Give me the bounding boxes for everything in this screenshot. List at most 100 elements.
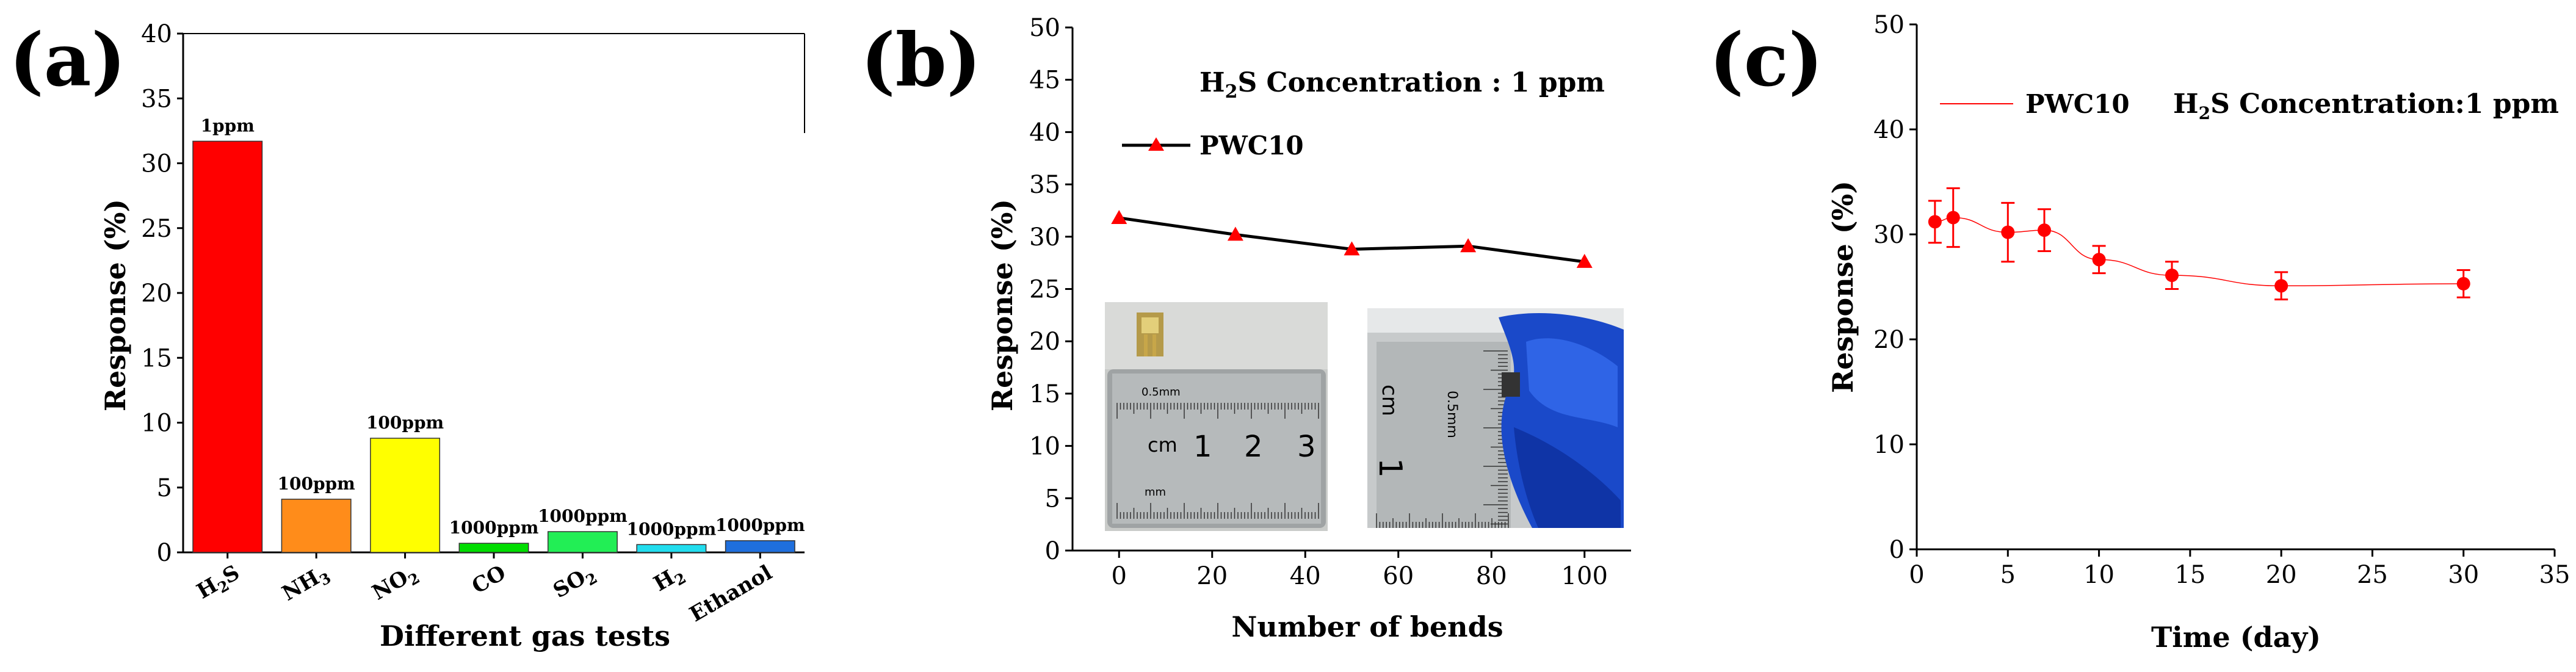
data-point bbox=[2165, 269, 2179, 283]
y-tick-label: 50 bbox=[1029, 14, 1060, 42]
x-tick-label: NH3 bbox=[278, 560, 334, 609]
flat-sensor-photo: 0.5mm mm cm 1 2 3 bbox=[1105, 302, 1328, 531]
data-point bbox=[2001, 225, 2015, 239]
y-tick-label: 30 bbox=[141, 150, 172, 178]
data-point bbox=[1576, 253, 1593, 268]
panel-b-annotation: H2S Concentration : 1 ppm bbox=[1199, 67, 1605, 103]
y-tick-label: 0 bbox=[1889, 536, 1905, 564]
bar bbox=[725, 540, 795, 553]
x-tick-label: H2 bbox=[649, 560, 689, 599]
x-tick-label: SO2 bbox=[549, 560, 601, 605]
bar bbox=[370, 438, 441, 553]
ruler-small-label: 0.5mm bbox=[1444, 391, 1460, 438]
series-line bbox=[1934, 217, 2464, 287]
data-point bbox=[1227, 226, 1243, 241]
panel-b-legend: PWC10 bbox=[1122, 131, 1304, 161]
bar-label: 100ppm bbox=[366, 413, 444, 433]
data-point bbox=[1344, 241, 1360, 256]
panel-a-label: (a) bbox=[9, 17, 126, 103]
panel-a-x-axis-title: Different gas tests bbox=[380, 620, 670, 652]
data-point bbox=[1111, 209, 1127, 224]
x-tick-label: 0 bbox=[1909, 561, 1924, 589]
y-tick-label: 20 bbox=[141, 280, 172, 308]
panel-c: (c) 0 10 20 30 40 50 0 5 10 15 20 25 30 35 PWC10 H2S … bbox=[1709, 11, 2570, 654]
panel-a-y-axis-title: Response (%) bbox=[99, 199, 132, 411]
y-tick-label: 35 bbox=[141, 85, 172, 113]
panel-a: (a) 0 5 10 15 20 25 30 35 40 H2S NH3 NO2 CO SO2 H2Etha… bbox=[9, 17, 805, 652]
x-tick-label: NO2 bbox=[368, 560, 423, 608]
y-tick-label: 10 bbox=[1873, 431, 1905, 459]
bar-label: 1000ppm bbox=[626, 519, 716, 539]
x-tick-label: CO bbox=[468, 560, 510, 599]
ruler-label: 2 bbox=[1244, 430, 1263, 464]
bar bbox=[192, 140, 263, 553]
bent-sensor-photo: 0.5mm cm 1 bbox=[1367, 308, 1624, 528]
y-tick-label: 15 bbox=[1029, 380, 1060, 408]
x-tick-label: Ethanol bbox=[686, 560, 776, 627]
bar-label: 1000ppm bbox=[449, 518, 539, 538]
data-point bbox=[1928, 215, 1942, 229]
bar bbox=[547, 531, 618, 553]
y-tick-label: 15 bbox=[141, 344, 172, 372]
panel-b-y-axis-title: Response (%) bbox=[986, 199, 1019, 411]
x-tick-label: 30 bbox=[2448, 561, 2479, 589]
x-tick-label: 35 bbox=[2539, 561, 2571, 589]
bar bbox=[458, 543, 529, 553]
y-tick-label: 35 bbox=[1029, 171, 1060, 199]
y-tick-label: 40 bbox=[1029, 118, 1060, 146]
x-tick-label: 20 bbox=[1196, 562, 1228, 590]
panel-c-y-axis-title: Response (%) bbox=[1826, 181, 1859, 393]
y-tick-label: 40 bbox=[1873, 116, 1905, 144]
ruler-label: cm bbox=[1148, 433, 1178, 457]
x-tick-label: 80 bbox=[1476, 562, 1507, 590]
bar bbox=[636, 544, 707, 553]
ruler-small-label: mm bbox=[1145, 486, 1166, 499]
y-tick-label: 20 bbox=[1029, 328, 1060, 356]
panel-b-label: (b) bbox=[861, 17, 981, 103]
x-tick-label: 10 bbox=[2083, 561, 2115, 589]
x-tick-label: 60 bbox=[1383, 562, 1414, 590]
x-tick-label: 100 bbox=[1561, 562, 1608, 590]
data-point bbox=[1460, 238, 1477, 253]
y-tick-label: 5 bbox=[1045, 485, 1060, 513]
legend-label: PWC10 bbox=[2025, 89, 2130, 119]
y-tick-label: 40 bbox=[141, 20, 172, 48]
y-tick-label: 50 bbox=[1873, 11, 1905, 39]
bar bbox=[281, 499, 352, 553]
data-point bbox=[2092, 253, 2106, 267]
x-tick-label: 0 bbox=[1112, 562, 1127, 590]
data-point bbox=[2038, 223, 2051, 237]
y-tick-label: 10 bbox=[1029, 433, 1060, 461]
legend-label: PWC10 bbox=[1199, 131, 1304, 161]
ruler-label: 1 bbox=[1372, 458, 1408, 478]
y-tick-label: 25 bbox=[141, 215, 172, 243]
panel-c-axes: 0 10 20 30 40 50 0 5 10 15 20 25 30 35 bbox=[1873, 11, 2570, 589]
data-point bbox=[2274, 279, 2288, 293]
panel-c-series bbox=[1928, 187, 2470, 301]
bar-label: 1000ppm bbox=[715, 515, 805, 535]
x-tick-label: 15 bbox=[2174, 561, 2205, 589]
y-tick-label: 20 bbox=[1873, 326, 1905, 354]
panel-b-axes: 0 5 10 15 20 25 30 35 40 45 50 0 20 40 60 80 100 bbox=[1029, 14, 1631, 590]
panel-c-annotation: H2S Concentration:1 ppm bbox=[2173, 89, 2559, 123]
bar-label: 1ppm bbox=[201, 115, 255, 135]
panel-c-legend: PWC10 bbox=[1940, 89, 2130, 119]
panel-b-x-axis-title: Number of bends bbox=[1231, 610, 1503, 643]
ruler-label: 1 bbox=[1193, 430, 1212, 464]
legend-marker bbox=[1148, 137, 1164, 151]
y-tick-label: 30 bbox=[1029, 223, 1060, 251]
data-point bbox=[1946, 211, 1960, 225]
y-tick-label: 0 bbox=[157, 539, 172, 567]
x-tick-label: 40 bbox=[1290, 562, 1321, 590]
panel-b-series bbox=[1111, 209, 1593, 268]
y-tick-label: 45 bbox=[1029, 67, 1060, 95]
bar-label: 1000ppm bbox=[538, 506, 628, 526]
data-point bbox=[2456, 276, 2470, 291]
y-tick-label: 0 bbox=[1045, 537, 1060, 565]
panel-a-bars: 1ppm100ppm100ppm1000ppm1000ppm1000ppm100… bbox=[192, 115, 805, 553]
ruler-label: 3 bbox=[1297, 430, 1316, 464]
panel-c-x-axis-title: Time (day) bbox=[2151, 621, 2321, 654]
ruler-label: cm bbox=[1377, 385, 1402, 416]
x-tick-label: 25 bbox=[2357, 561, 2388, 589]
